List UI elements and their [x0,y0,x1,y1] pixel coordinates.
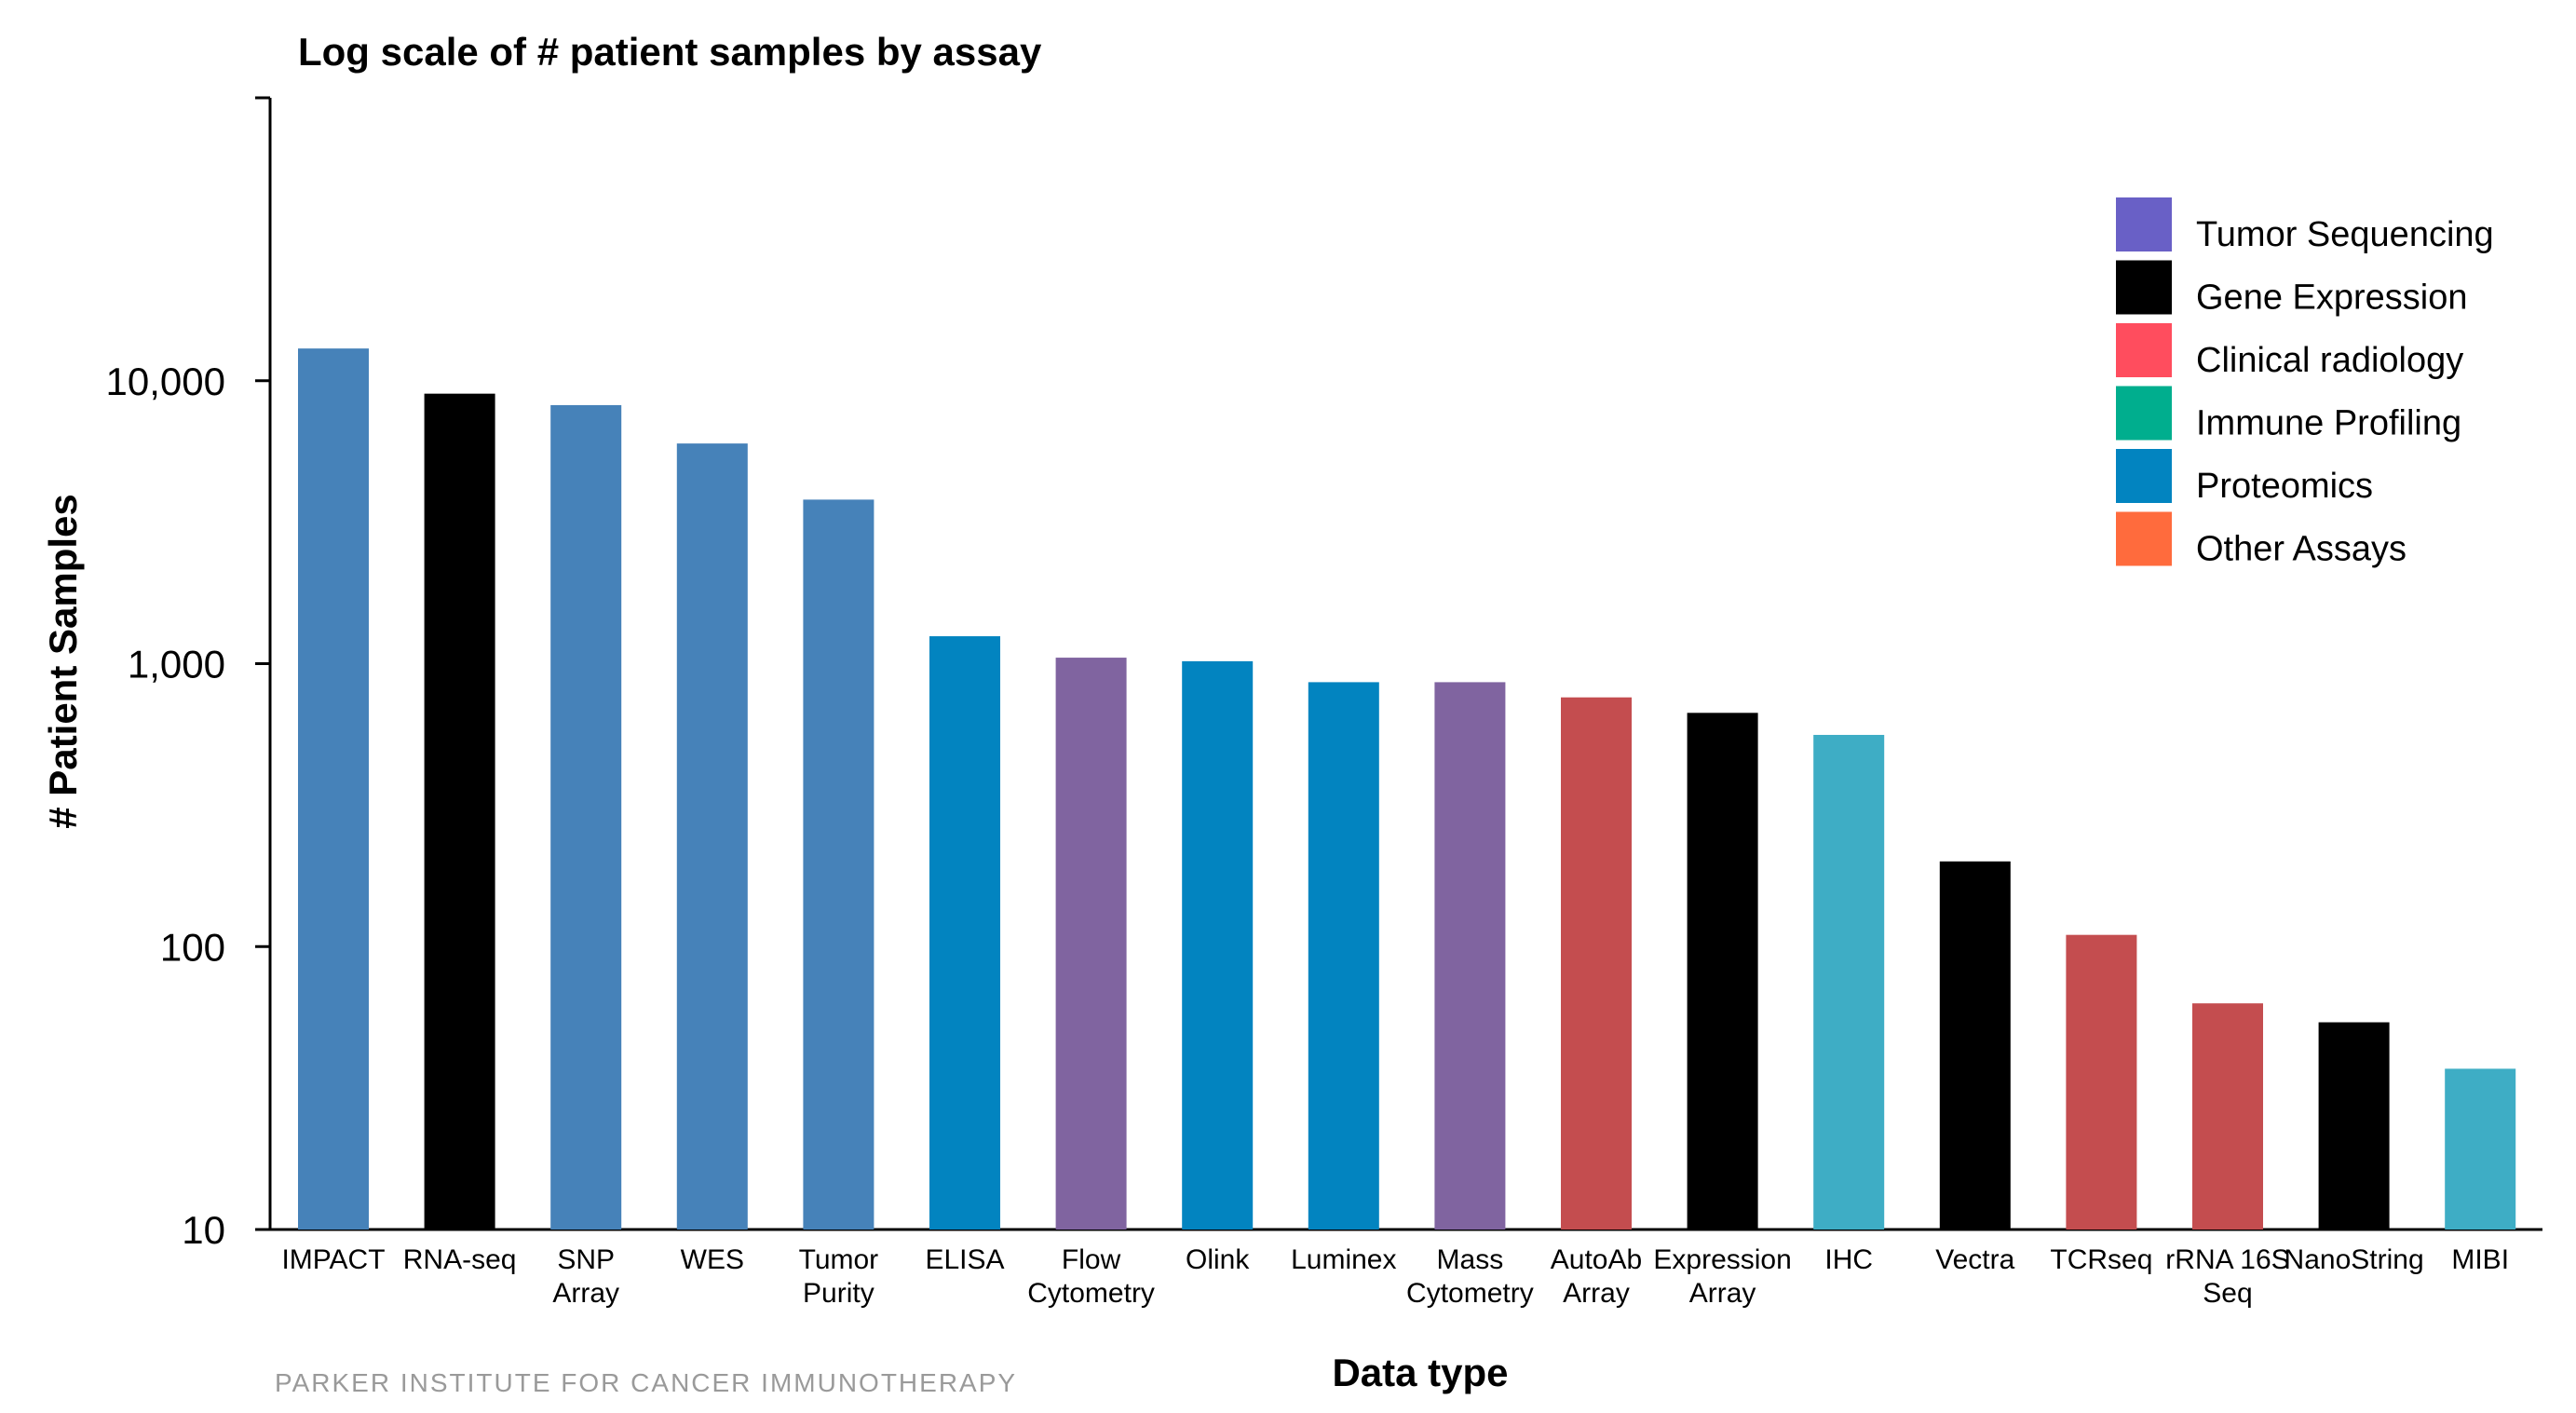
x-axis-title: Data type [1332,1351,1508,1394]
x-tick-label: IHC [1824,1244,1873,1275]
x-tick-label: Expression Array [1653,1244,1791,1309]
x-tick-label: RNA-seq [403,1244,517,1275]
x-tick-label: MIBI [2451,1244,2509,1275]
x-tick-label: Flow Cytometry [1027,1244,1155,1309]
bar [1939,861,2011,1230]
legend-label: Gene Expression [2196,279,2468,318]
x-tick-label: Tumor Purity [799,1244,879,1309]
bar [929,636,1000,1230]
x-tick-label: WES [681,1244,744,1275]
bar [676,443,748,1230]
y-tick-label: 100 [160,925,225,969]
x-tick-label: IMPACT [281,1244,385,1275]
y-axis-title: # Patient Samples [41,494,85,828]
bar [2066,934,2137,1230]
bar [1561,697,1632,1230]
bar [2445,1068,2516,1230]
legend: Tumor Sequencing Gene Expression Clinical … [2116,197,2494,569]
x-tick-label: SNP Array [552,1244,619,1309]
x-tick-label: Luminex [1291,1244,1396,1275]
legend-swatch [2116,449,2172,503]
legend-label: Tumor Sequencing [2196,215,2494,254]
footer-text: PARKER INSTITUTE FOR CANCER IMMUNOTHERAP… [275,1368,1017,1397]
bar [1308,682,1379,1230]
legend-swatch [2116,197,2172,251]
legend-label: Immune Profiling [2196,404,2461,443]
x-axis: IMPACT RNA-seq SNP Array WES Tumor Purity ELISA… [270,1228,2542,1309]
x-tick-label: rRNA 16S Seq [2165,1244,2289,1309]
y-tick-label: 10 [182,1208,225,1252]
y-tick-label: 10,000 [106,360,225,403]
bar [2192,1003,2263,1230]
legend-swatch [2116,386,2172,441]
legend-label: Proteomics [2196,467,2373,506]
bar [1434,682,1506,1230]
bar [424,393,495,1230]
legend-label: Other Assays [2196,530,2407,569]
bar [1182,660,1254,1230]
x-tick-label: NanoString [2285,1244,2424,1275]
bars [298,348,2516,1230]
x-tick-label: Mass Cytometry [1406,1244,1534,1309]
y-axis: 10 100 1,000 10,000 [106,96,272,1252]
legend-label: Clinical radiology [2196,341,2463,380]
bar [298,348,369,1230]
bar [2318,1022,2390,1230]
bar [1813,734,1885,1230]
x-tick-label: TCRseq [2050,1244,2152,1275]
x-tick-label: AutoAb Array [1551,1244,1642,1309]
bar [803,499,874,1230]
bar [1055,658,1127,1230]
legend-swatch [2116,511,2172,566]
chart-title: Log scale of # patient samples by assay [298,30,1042,74]
bar [1687,713,1758,1230]
x-tick-label: Vectra [1935,1244,2014,1275]
y-tick-label: 1,000 [128,643,225,686]
bar [550,404,622,1230]
x-tick-label: Olink [1186,1244,1250,1275]
legend-swatch [2116,260,2172,315]
legend-swatch [2116,323,2172,377]
x-tick-label: ELISA [925,1244,1004,1275]
